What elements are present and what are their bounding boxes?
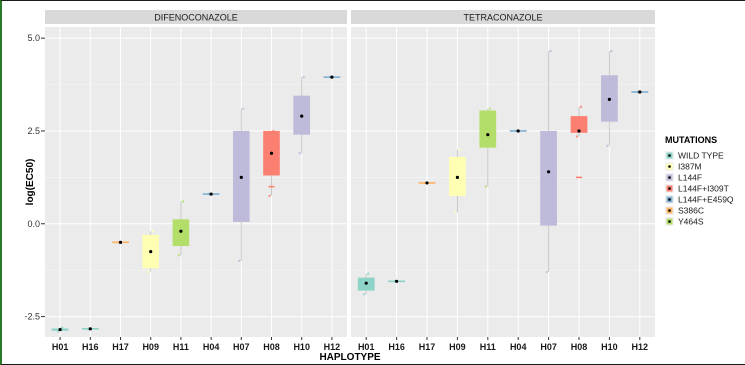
x-tick-label: H08 <box>263 342 280 352</box>
x-tick-label: H07 <box>233 342 250 352</box>
mean-point <box>607 97 612 101</box>
x-tick-label: H12 <box>324 342 341 352</box>
mean-point <box>239 175 243 179</box>
mean-point <box>269 151 274 155</box>
data-point <box>488 107 491 110</box>
data-point <box>298 152 301 155</box>
legend-label: WILD TYPE <box>678 151 724 161</box>
outlier-mark <box>268 185 275 188</box>
data-point <box>458 148 461 151</box>
x-tick-label: H17 <box>419 342 436 352</box>
legend-key-dot <box>668 176 671 179</box>
facet-strip-label: TETRACONAZOLE <box>463 13 542 23</box>
x-tick-label: H09 <box>449 342 466 352</box>
x-tick-label: H04 <box>510 342 527 352</box>
x-tick-label: H16 <box>388 342 405 352</box>
data-point <box>151 229 154 233</box>
mean-point <box>58 327 62 332</box>
facet-strip-label: DIFENOCONAZOLE <box>154 13 238 23</box>
data-point <box>363 293 366 296</box>
x-axis-title: HAPLOTYPE <box>319 352 380 363</box>
x-tick-label: H10 <box>293 342 310 352</box>
mean-point <box>486 133 490 137</box>
y-tick-label: 0.0 <box>27 219 40 229</box>
data-point <box>549 49 552 53</box>
mean-point <box>88 327 92 331</box>
data-point <box>367 272 370 276</box>
legend-label: L144F+E459Q <box>678 195 734 205</box>
data-point <box>238 259 241 263</box>
legend-label: S386C <box>678 206 704 216</box>
legend-label: Y464S <box>678 217 704 227</box>
legend-key-dot <box>668 209 671 212</box>
x-tick-label: H16 <box>82 342 99 352</box>
y-tick-label: -2.5 <box>24 312 40 322</box>
legend-label: L144F <box>678 173 702 183</box>
facet-strip <box>351 10 655 24</box>
mean-point <box>547 170 551 174</box>
y-tick-label: 2.5 <box>27 126 40 136</box>
data-point <box>545 270 548 274</box>
legend-key-dot <box>668 220 671 223</box>
x-tick-label: H11 <box>173 342 189 352</box>
data-point <box>242 107 245 110</box>
x-tick-label: H04 <box>203 342 220 352</box>
x-tick-label: H09 <box>142 342 159 352</box>
x-tick-label: H12 <box>632 342 649 352</box>
data-point <box>484 185 487 188</box>
data-point <box>60 326 64 329</box>
outlier-mark <box>576 176 582 179</box>
data-point <box>56 330 60 333</box>
data-point <box>302 75 305 79</box>
mean-point <box>118 240 123 244</box>
mean-point <box>179 229 183 233</box>
data-point <box>610 49 613 53</box>
mean-point <box>209 192 213 196</box>
x-tick-label: H10 <box>601 342 618 352</box>
mean-point <box>638 90 642 94</box>
legend-key-dot <box>668 165 671 168</box>
x-tick-label: H01 <box>358 342 375 352</box>
y-axis-title: log(EC50) <box>25 159 36 206</box>
data-point <box>454 211 457 214</box>
mean-point <box>425 181 429 185</box>
x-tick-label: H11 <box>480 342 496 352</box>
mean-point <box>330 75 334 79</box>
box-body <box>570 116 588 133</box>
mean-point <box>149 250 153 254</box>
legend-key-dot <box>668 198 671 201</box>
legend-key-dot <box>668 187 671 190</box>
data-point <box>177 254 181 257</box>
data-point <box>606 144 609 148</box>
data-point <box>147 270 150 274</box>
mean-point <box>455 175 459 179</box>
mean-point <box>300 114 304 118</box>
y-tick-label: 5.0 <box>27 33 40 43</box>
box-body <box>540 130 557 226</box>
mean-point <box>364 281 368 285</box>
legend-key-dot <box>668 154 671 157</box>
x-tick-label: H01 <box>52 342 69 352</box>
x-tick-label: H08 <box>571 342 588 352</box>
data-point <box>272 129 275 133</box>
legend-label: I387M <box>678 162 702 172</box>
x-tick-label: H17 <box>112 342 129 352</box>
mean-point <box>395 279 399 283</box>
data-point <box>575 135 579 138</box>
legend-label: L144F+I309T <box>678 184 729 194</box>
mean-point <box>516 129 520 133</box>
data-point <box>181 200 185 203</box>
mean-point <box>577 129 581 133</box>
x-tick-label: H07 <box>540 342 557 352</box>
panel-background <box>45 27 347 337</box>
data-point <box>268 194 271 198</box>
facet-strip <box>45 10 347 24</box>
data-point <box>579 105 583 109</box>
box-body <box>479 110 497 148</box>
legend-title: MUTATIONS <box>665 135 717 145</box>
